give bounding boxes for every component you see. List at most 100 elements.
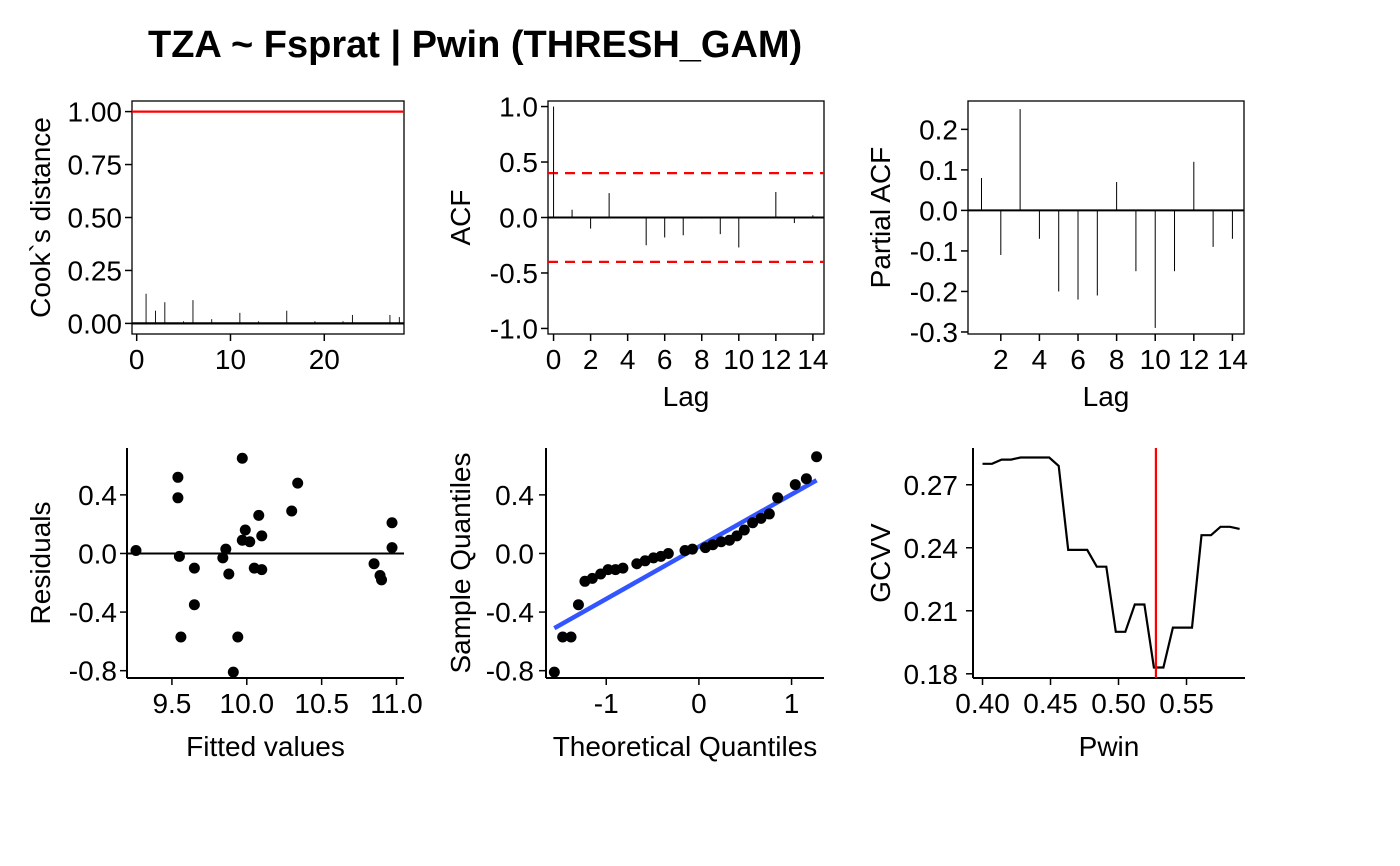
y-tick-label: -0.2 xyxy=(910,276,958,307)
y-axis-label: Cook`s distance xyxy=(25,117,56,318)
qq-point xyxy=(586,572,598,584)
y-tick-label: 0.50 xyxy=(68,203,123,234)
panel-qq: -0.8 -0.4 0.0 0.4 -1 0 1 Sample Quantiles Theore… xyxy=(445,448,824,762)
x-tick-label: 11.0 xyxy=(370,688,422,719)
y-tick-label: -0.4 xyxy=(486,597,534,628)
residual-point xyxy=(173,550,185,562)
x-tick-label: 1 xyxy=(784,688,800,719)
residual-point xyxy=(175,631,187,643)
x-tick-label: 4 xyxy=(1032,344,1048,375)
x-tick-label: 6 xyxy=(1070,344,1086,375)
residual-point xyxy=(232,631,244,643)
qq-point xyxy=(707,539,719,551)
x-axis-label: Theoretical Quantiles xyxy=(553,731,818,762)
residual-point xyxy=(223,568,235,580)
x-tick-label: 0.55 xyxy=(1159,688,1214,719)
qq-point xyxy=(617,562,629,574)
x-axis-label: Lag xyxy=(1083,381,1130,412)
y-tick-label: 0.2 xyxy=(919,114,958,145)
y-tick-label: -0.8 xyxy=(486,656,534,687)
x-tick-label: 0.40 xyxy=(955,688,1010,719)
x-tick-label: 0 xyxy=(691,688,707,719)
y-tick-label: 0.0 xyxy=(495,538,534,569)
y-tick-label: -1.0 xyxy=(490,313,538,344)
y-tick-label: -0.8 xyxy=(69,656,117,687)
residual-point xyxy=(236,452,248,464)
residual-point xyxy=(386,517,398,529)
chart-title: TZA ~ Fsprat | Pwin (THRESH_GAM) xyxy=(148,24,803,66)
y-tick-label: 0.25 xyxy=(68,255,123,286)
residual-point xyxy=(172,471,184,483)
x-tick-label: 0.45 xyxy=(1023,688,1078,719)
residual-point xyxy=(244,536,256,548)
x-tick-label: 10.0 xyxy=(220,688,275,719)
residual-point xyxy=(368,558,380,570)
y-tick-label: -0.3 xyxy=(910,317,958,348)
qq-point xyxy=(715,536,727,548)
x-tick-label: 8 xyxy=(694,344,710,375)
x-tick-label: 14 xyxy=(797,344,828,375)
x-tick-label: 20 xyxy=(309,344,340,375)
y-tick-label: 0.18 xyxy=(904,659,959,690)
residual-point xyxy=(188,562,200,574)
x-tick-label: 8 xyxy=(1109,344,1125,375)
panel-gcvv: 0.18 0.21 0.24 0.27 0.40 0.45 0.50 0.55 GCVV Pwin xyxy=(865,448,1245,762)
y-tick-label: 0.4 xyxy=(495,480,534,511)
qq-point xyxy=(811,451,823,463)
residual-point xyxy=(220,543,232,555)
x-axis-label: Lag xyxy=(663,381,710,412)
y-tick-label: 1.00 xyxy=(68,97,123,128)
x-tick-label: 10 xyxy=(215,344,246,375)
x-tick-label: 4 xyxy=(620,344,636,375)
y-tick-label: -0.4 xyxy=(69,597,117,628)
x-tick-label: 6 xyxy=(657,344,673,375)
x-tick-label: 10.5 xyxy=(294,688,349,719)
y-tick-label: -0.5 xyxy=(490,258,538,289)
y-axis-label: ACF xyxy=(445,190,476,246)
residual-point xyxy=(386,542,398,554)
residual-point xyxy=(130,545,142,557)
residual-point xyxy=(188,599,200,611)
residual-point xyxy=(239,524,251,536)
qq-point xyxy=(631,558,643,570)
residual-point xyxy=(376,574,388,586)
y-tick-label: 0.24 xyxy=(904,533,959,564)
x-tick-label: 12 xyxy=(760,344,791,375)
y-axis-label: GCVV xyxy=(865,523,896,603)
y-tick-label: 0.0 xyxy=(499,203,538,234)
y-tick-label: 0.0 xyxy=(919,195,958,226)
qq-point xyxy=(572,599,584,611)
x-tick-label: 14 xyxy=(1217,344,1248,375)
x-tick-label: 0 xyxy=(546,344,562,375)
x-tick-label: -1 xyxy=(594,688,619,719)
residual-point xyxy=(286,505,298,517)
y-tick-label: -0.1 xyxy=(910,236,958,267)
x-axis-label: Pwin xyxy=(1079,731,1140,762)
x-tick-label: 2 xyxy=(583,344,599,375)
qq-point xyxy=(800,473,812,485)
y-tick-label: 0.1 xyxy=(919,155,958,186)
plot-frame xyxy=(967,100,1245,335)
gcvv-line xyxy=(982,456,1240,669)
qq-point xyxy=(763,508,775,520)
y-tick-label: 1.0 xyxy=(499,92,538,123)
x-tick-label: 2 xyxy=(993,344,1009,375)
residual-point xyxy=(253,509,265,521)
qq-point xyxy=(686,543,698,555)
qq-point xyxy=(772,492,784,504)
y-tick-label: 0.0 xyxy=(78,538,117,569)
qq-point xyxy=(731,530,743,542)
qq-point xyxy=(738,524,750,536)
x-tick-label: 0 xyxy=(129,344,145,375)
y-axis-label: Sample Quantiles xyxy=(445,452,476,673)
panel-pacf: -0.3 -0.2 -0.1 0.0 0.1 0.2 2 4 6 8 10 12 14 Partial A… xyxy=(865,100,1248,412)
qq-point xyxy=(755,512,767,524)
y-tick-label: 0.75 xyxy=(68,150,123,181)
plot-frame xyxy=(131,100,405,335)
y-tick-label: 0.21 xyxy=(904,596,959,627)
residual-point xyxy=(256,530,268,542)
panel-acf: -1.0 -0.5 0.0 0.5 1.0 0 2 4 6 8 10 12 14 ACF Lag xyxy=(445,92,828,412)
residual-point xyxy=(172,492,184,504)
x-tick-label: 10 xyxy=(723,344,754,375)
qq-point xyxy=(639,555,651,567)
